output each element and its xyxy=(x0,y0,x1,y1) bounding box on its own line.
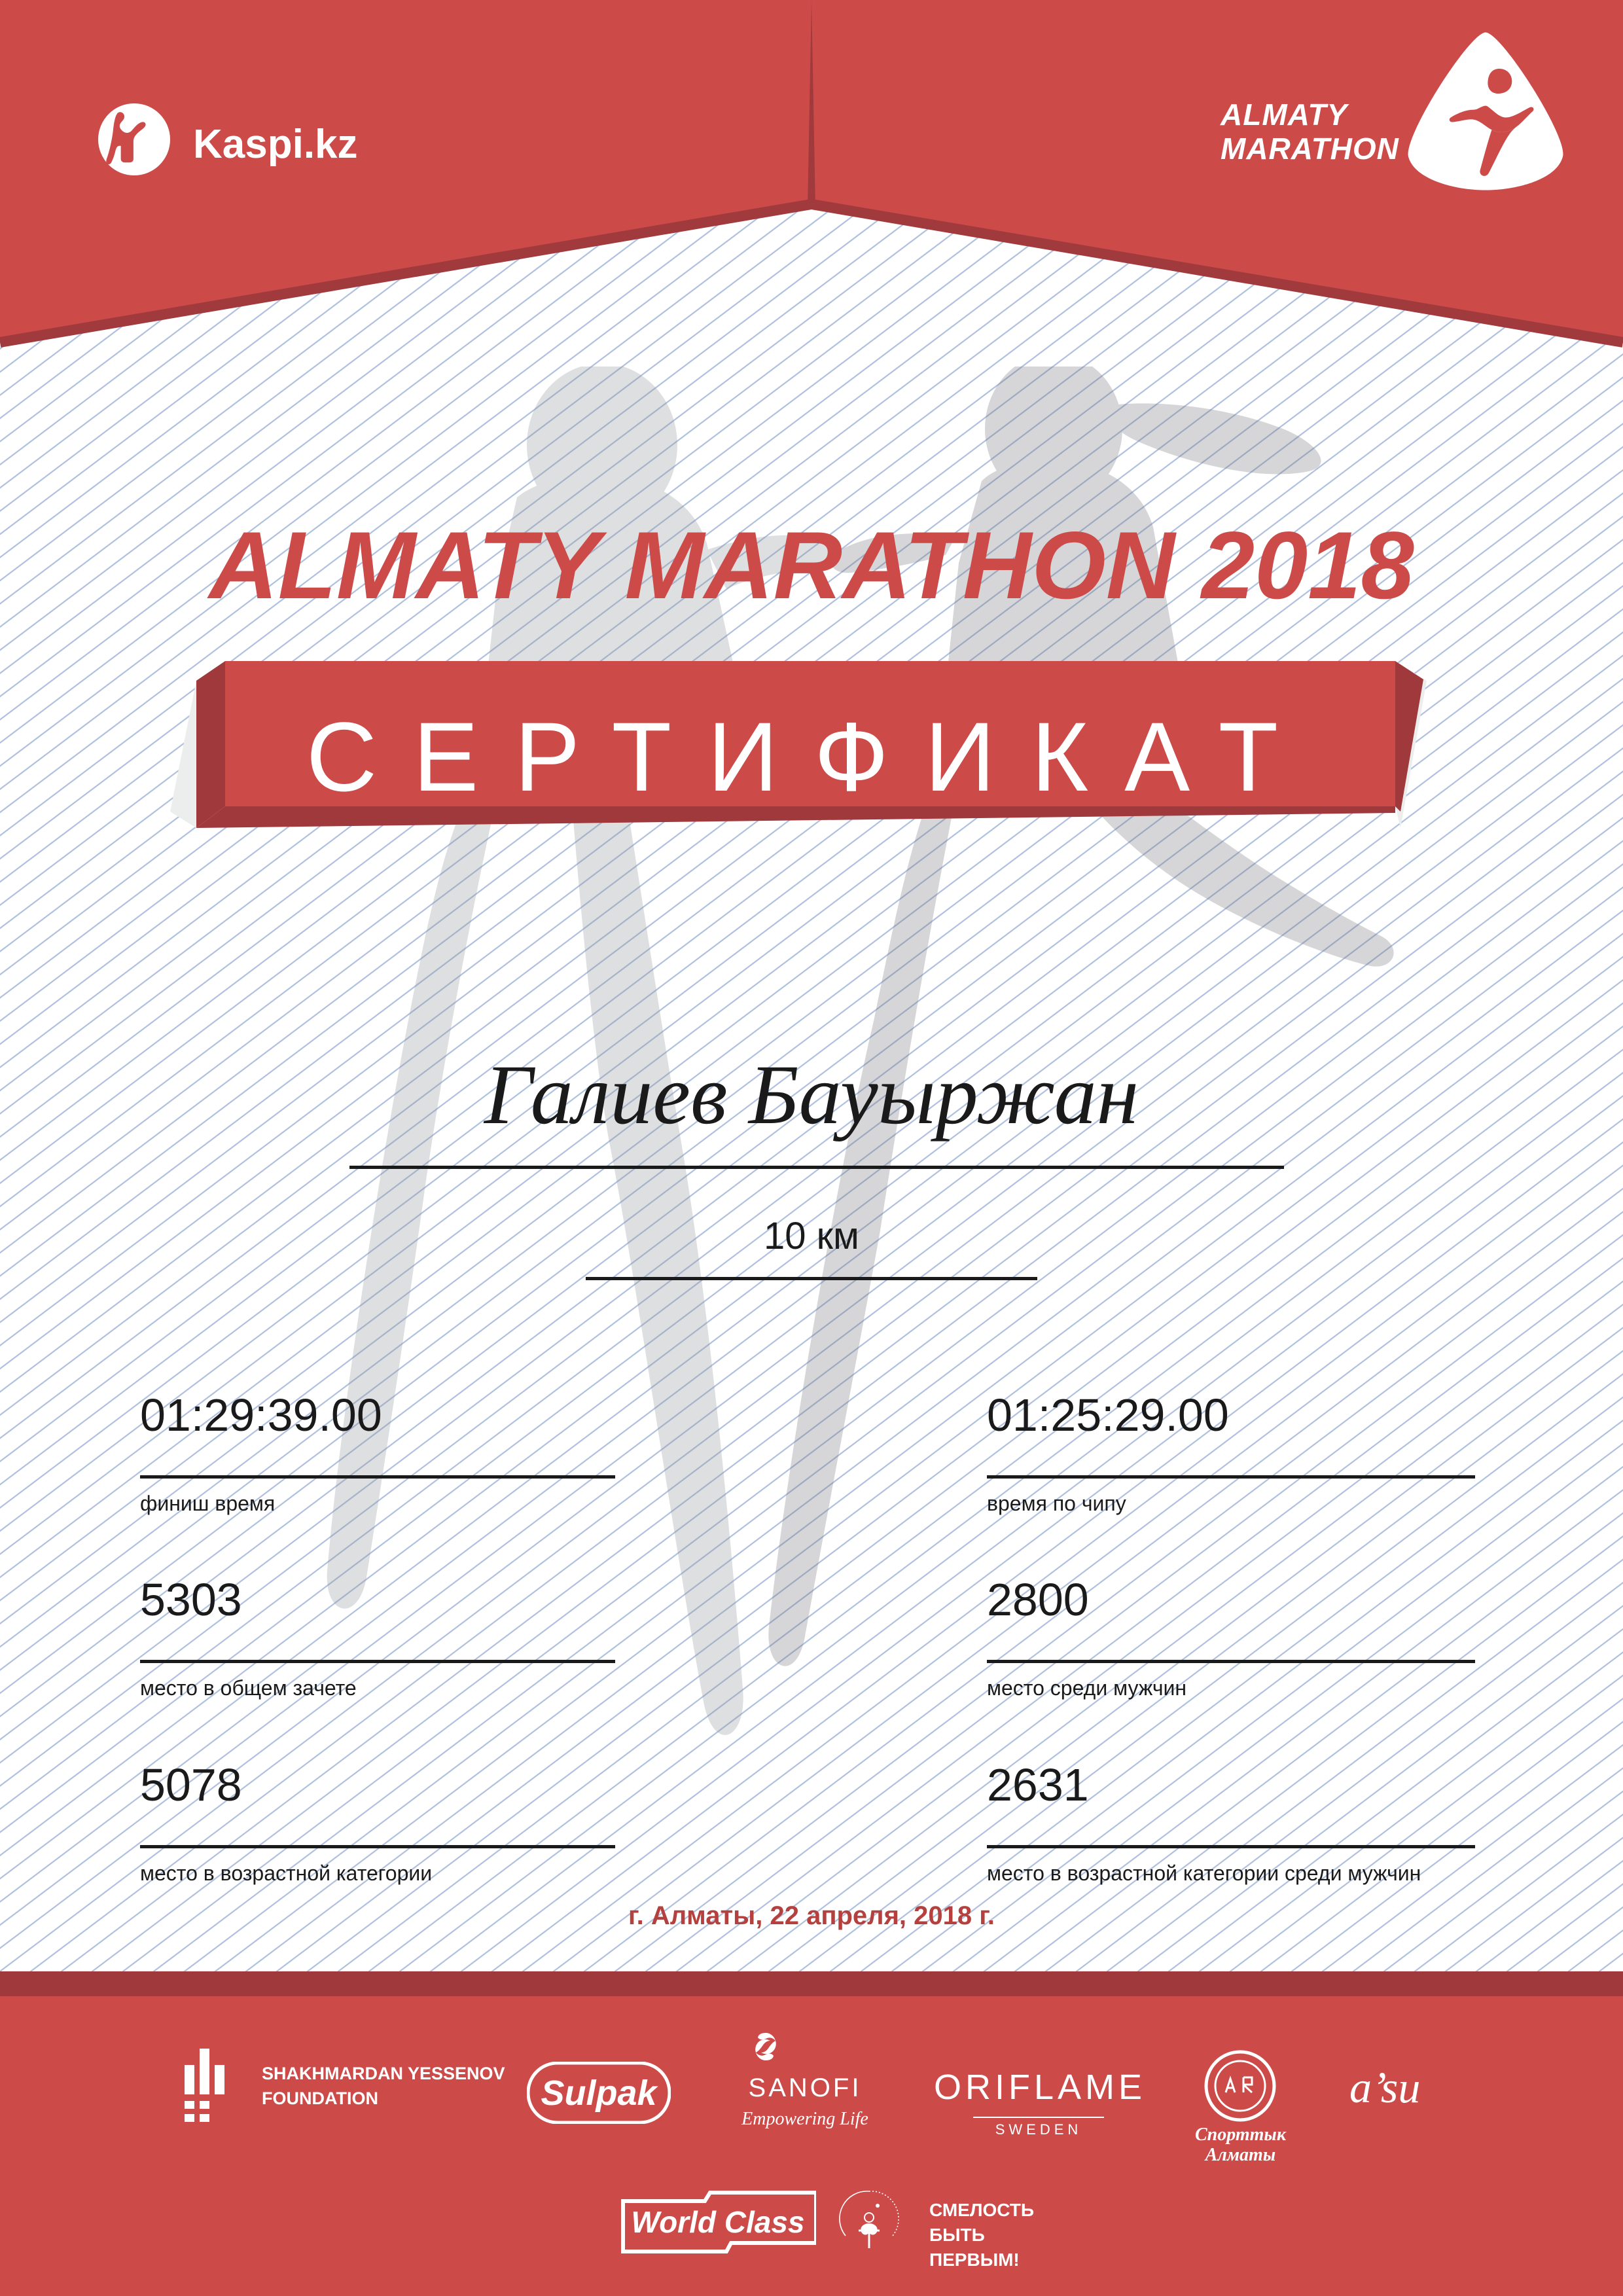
svg-text:World Class: World Class xyxy=(632,2205,805,2239)
svg-text:Sulpak: Sulpak xyxy=(541,2073,658,2113)
